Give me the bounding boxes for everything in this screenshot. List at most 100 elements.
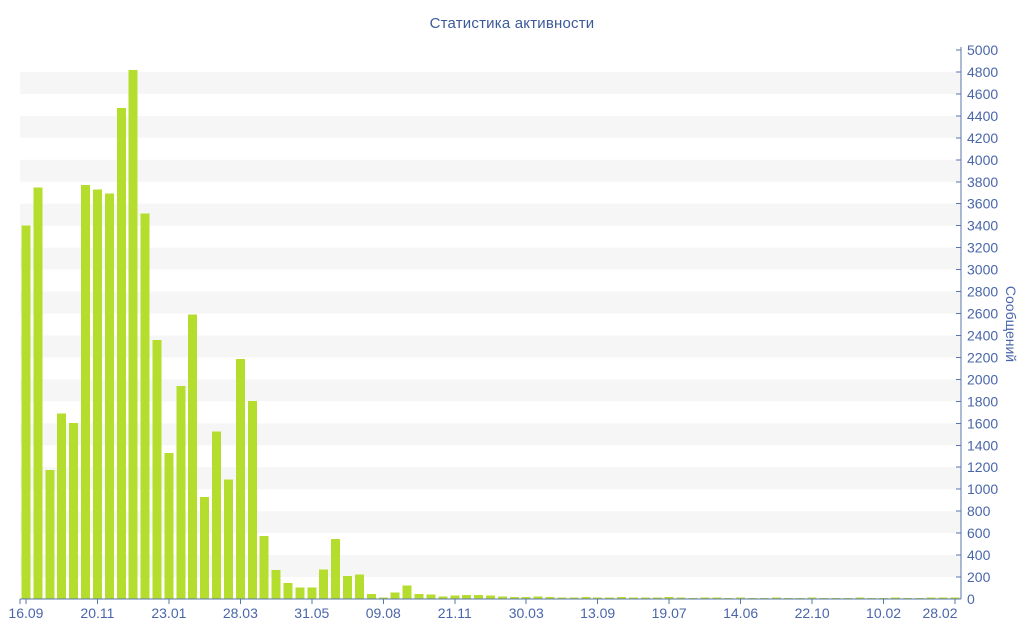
bar[interactable]	[33, 187, 43, 599]
y-tick-label: 5000	[967, 42, 998, 58]
bar[interactable]	[914, 597, 924, 599]
bar[interactable]	[902, 597, 912, 599]
bar[interactable]	[545, 596, 555, 599]
bar[interactable]	[831, 597, 841, 599]
bar[interactable]	[807, 597, 817, 599]
y-tick-label: 2800	[967, 284, 998, 300]
bar[interactable]	[474, 595, 484, 599]
bar[interactable]	[57, 413, 67, 599]
x-tick-label: 16.09	[8, 605, 43, 621]
bar[interactable]	[533, 596, 543, 599]
bar[interactable]	[247, 400, 257, 599]
bar[interactable]	[819, 597, 829, 599]
bar[interactable]	[879, 597, 889, 599]
bar[interactable]	[295, 587, 305, 599]
bar[interactable]	[223, 479, 233, 599]
bar[interactable]	[390, 592, 400, 599]
bar[interactable]	[92, 189, 102, 599]
bar[interactable]	[926, 597, 936, 599]
bar[interactable]	[736, 597, 746, 599]
bar[interactable]	[283, 583, 293, 599]
grid-band	[20, 335, 961, 358]
bar[interactable]	[414, 594, 424, 599]
bar[interactable]	[640, 597, 650, 599]
bar[interactable]	[366, 594, 376, 599]
bar[interactable]	[21, 225, 31, 599]
bar[interactable]	[200, 496, 210, 599]
bar[interactable]	[557, 597, 567, 599]
grid-band	[20, 115, 961, 138]
bar[interactable]	[867, 597, 877, 599]
y-tick-label: 4000	[967, 152, 998, 168]
bar[interactable]	[497, 596, 507, 599]
y-tick-label: 2600	[967, 306, 998, 322]
y-tick-label: 3000	[967, 262, 998, 278]
bar[interactable]	[712, 597, 722, 599]
bar[interactable]	[45, 469, 55, 599]
bar[interactable]	[795, 597, 805, 599]
bar[interactable]	[188, 314, 198, 599]
bar[interactable]	[104, 193, 114, 600]
bar[interactable]	[378, 597, 388, 599]
y-tick-label: 0	[967, 591, 975, 607]
bar[interactable]	[307, 587, 317, 599]
bar[interactable]	[450, 595, 460, 599]
bar[interactable]	[319, 569, 329, 599]
y-tick-label: 600	[967, 525, 991, 541]
grid-band	[20, 247, 961, 270]
bar[interactable]	[212, 431, 222, 599]
bar[interactable]	[271, 569, 281, 599]
bar[interactable]	[605, 597, 615, 599]
bar[interactable]	[748, 597, 758, 599]
bar[interactable]	[617, 596, 627, 599]
bar[interactable]	[700, 597, 710, 599]
x-tick-label: 30.03	[509, 605, 544, 621]
bar[interactable]	[664, 596, 674, 599]
bar[interactable]	[628, 597, 638, 599]
bar[interactable]	[235, 359, 245, 599]
bar[interactable]	[69, 422, 79, 599]
bar[interactable]	[855, 597, 865, 599]
bar[interactable]	[652, 597, 662, 599]
bar[interactable]	[402, 585, 412, 599]
bar[interactable]	[128, 69, 138, 599]
bar[interactable]	[462, 595, 472, 599]
y-tick-label: 400	[967, 547, 991, 563]
bar[interactable]	[116, 108, 126, 599]
bar[interactable]	[759, 597, 769, 599]
bar[interactable]	[688, 597, 698, 599]
x-tick-label: 19.07	[652, 605, 687, 621]
bar[interactable]	[140, 213, 150, 599]
grid-band	[20, 203, 961, 226]
bar[interactable]	[521, 596, 531, 599]
bar[interactable]	[176, 385, 186, 599]
y-tick-label: 800	[967, 503, 991, 519]
chart-title: Статистика активности	[429, 15, 595, 32]
bar[interactable]	[938, 597, 948, 599]
bar[interactable]	[724, 597, 734, 599]
bar[interactable]	[890, 597, 900, 599]
bar[interactable]	[343, 575, 353, 599]
bar[interactable]	[486, 595, 495, 599]
bar[interactable]	[81, 185, 91, 600]
bar[interactable]	[593, 597, 603, 599]
bar[interactable]	[783, 597, 793, 599]
bar[interactable]	[152, 339, 162, 599]
bar[interactable]	[509, 596, 519, 599]
bar[interactable]	[843, 597, 853, 599]
bar[interactable]	[950, 597, 960, 599]
y-tick-label: 1600	[967, 415, 998, 431]
bar[interactable]	[569, 597, 579, 599]
bar[interactable]	[676, 597, 686, 599]
bar[interactable]	[259, 535, 269, 599]
bar[interactable]	[426, 594, 436, 599]
bar[interactable]	[331, 539, 341, 599]
grid-band	[20, 71, 961, 94]
y-tick-label: 200	[967, 569, 991, 585]
bar[interactable]	[164, 452, 174, 599]
bar[interactable]	[581, 596, 591, 599]
bar[interactable]	[771, 597, 781, 599]
bar[interactable]	[354, 574, 364, 599]
bar[interactable]	[438, 596, 448, 599]
